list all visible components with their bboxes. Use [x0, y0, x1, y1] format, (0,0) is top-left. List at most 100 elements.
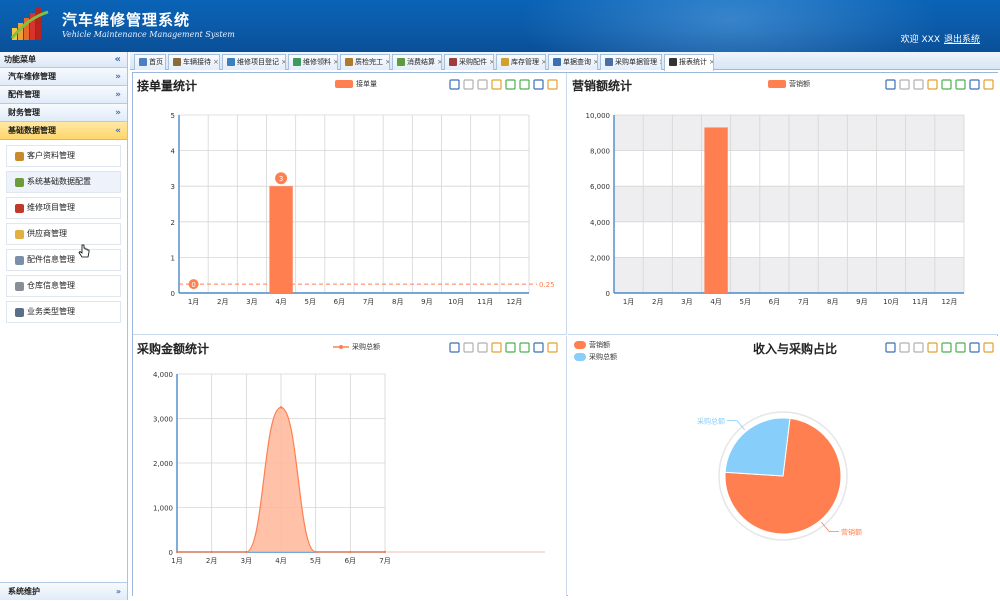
- line-chart-icon[interactable]: [941, 342, 952, 353]
- refresh-icon[interactable]: [533, 79, 544, 90]
- collapse-sidebar-icon[interactable]: «: [114, 54, 121, 65]
- check-icon: [345, 58, 353, 66]
- report-content: 接单量统计 接单量 0 1 2 3 4 5 1月 2月 3月 4月 5月 6月 7月 8月 9月 10月 11月…: [132, 72, 998, 596]
- tab-quality-check[interactable]: 质检完工×: [340, 54, 390, 70]
- sidebar-item-business-types[interactable]: 业务类型管理: [6, 301, 121, 323]
- logout-link[interactable]: 退出系统: [943, 35, 980, 45]
- y-tick-label: 10,000: [586, 112, 611, 120]
- x-tick-label: 7月: [798, 298, 809, 306]
- tab-label: 质检完工: [355, 58, 383, 66]
- chart-legend[interactable]: 接单量: [335, 79, 377, 89]
- search-icon: [553, 58, 561, 66]
- data-view-icon[interactable]: [927, 342, 938, 353]
- save-image-icon[interactable]: [547, 342, 558, 353]
- share-pie-panel: 收入与采购占比 营销额 采购总额 营销额 采购总额: [568, 336, 998, 596]
- pie-outer-ring: [718, 411, 848, 541]
- refresh-icon[interactable]: [969, 342, 980, 353]
- save-image-icon[interactable]: [983, 79, 994, 90]
- sidebar-header: 功能菜单 «: [0, 52, 127, 68]
- save-image-icon[interactable]: [547, 79, 558, 90]
- sidebar-section-parts[interactable]: 配件管理 »: [0, 86, 127, 104]
- x-tick-label: 8月: [392, 298, 403, 306]
- close-icon[interactable]: ×: [213, 58, 219, 66]
- erase-icon[interactable]: [463, 342, 474, 353]
- line-chart-icon[interactable]: [505, 79, 516, 90]
- bar-chart-icon[interactable]: [955, 342, 966, 353]
- mark-icon[interactable]: [885, 79, 896, 90]
- data-view-icon[interactable]: [491, 79, 502, 90]
- sidebar-section-finance[interactable]: 财务管理 »: [0, 104, 127, 122]
- chart-legend[interactable]: 营销额: [768, 79, 810, 89]
- sidebar-section-basic-data[interactable]: 基础数据管理 «: [0, 122, 127, 140]
- tab-inventory[interactable]: 库存管理×: [496, 54, 546, 70]
- chevron-down-icon: »: [115, 72, 121, 82]
- chart-title: 接单量统计: [137, 79, 198, 93]
- line-chart-icon[interactable]: [941, 79, 952, 90]
- sidebar-item-parts-info[interactable]: 配件信息管理: [6, 249, 121, 271]
- tab-label: 库存管理: [511, 58, 539, 66]
- tab-vehicle-reception[interactable]: 车辆接待 ×: [168, 54, 220, 70]
- close-icon[interactable]: ×: [593, 58, 597, 66]
- sidebar-item-customers[interactable]: 客户资料管理: [6, 145, 121, 167]
- tab-repair-materials[interactable]: 维修领料×: [288, 54, 338, 70]
- restore-icon[interactable]: [477, 79, 488, 90]
- mark-icon[interactable]: [449, 79, 460, 90]
- close-icon[interactable]: ×: [385, 58, 389, 66]
- close-icon[interactable]: ×: [489, 58, 493, 66]
- legend-label: 接单量: [356, 80, 377, 88]
- sales-chart-panel: 营销额统计 营销额 0 2,000 4,000 6,000 8,000 10,000 1月 2…: [568, 73, 998, 335]
- erase-icon[interactable]: [899, 79, 910, 90]
- chart-toolbox: [885, 79, 994, 90]
- legend-label: 采购总额: [352, 343, 380, 351]
- mark-icon[interactable]: [885, 342, 896, 353]
- x-tick-label: 2月: [652, 298, 663, 306]
- sidebar-section-vehicle-repair[interactable]: 汽车维修管理 »: [0, 68, 127, 86]
- sidebar-item-warehouse[interactable]: 仓库信息管理: [6, 275, 121, 297]
- sidebar-item-suppliers[interactable]: 供应商管理: [6, 223, 121, 245]
- bar-chart-icon[interactable]: [519, 79, 530, 90]
- data-view-icon[interactable]: [927, 79, 938, 90]
- refresh-icon[interactable]: [533, 342, 544, 353]
- tab-home[interactable]: 首页: [134, 54, 166, 70]
- sidebar-item-repair-items[interactable]: 维修项目管理: [6, 197, 121, 219]
- data-view-icon[interactable]: [491, 342, 502, 353]
- x-tick-label: 7月: [363, 298, 374, 306]
- tab-report-statistics[interactable]: 报表统计×: [664, 54, 714, 71]
- save-image-icon[interactable]: [983, 342, 994, 353]
- restore-icon[interactable]: [477, 342, 488, 353]
- close-icon[interactable]: ×: [333, 58, 337, 66]
- sidebar-item-system-config[interactable]: 系统基础数据配置: [6, 171, 121, 193]
- pie-legend-item[interactable]: 采购总额: [574, 352, 617, 362]
- bar-chart-icon[interactable]: [955, 79, 966, 90]
- pie-legend-item[interactable]: 营销额: [574, 340, 610, 350]
- data-point: [349, 550, 352, 554]
- tab-purchase-documents[interactable]: 采购单据管理×: [600, 54, 662, 70]
- tab-label: 单据查询: [563, 58, 591, 66]
- shield-icon: [501, 58, 509, 66]
- refresh-icon[interactable]: [969, 79, 980, 90]
- close-icon[interactable]: ×: [437, 58, 441, 66]
- tab-settlement[interactable]: 消费结算×: [392, 54, 442, 70]
- chart-legend[interactable]: 采购总额: [333, 342, 380, 352]
- close-icon[interactable]: ×: [281, 58, 285, 66]
- close-icon[interactable]: ×: [659, 58, 661, 66]
- app-subtitle: Vehicle Maintenance Management System: [62, 30, 235, 39]
- tab-label: 采购单据管理: [615, 58, 657, 66]
- restore-icon[interactable]: [913, 79, 924, 90]
- tab-purchase-parts[interactable]: 采购配件×: [444, 54, 494, 70]
- close-icon[interactable]: ×: [709, 58, 713, 66]
- bar-chart-icon[interactable]: [519, 342, 530, 353]
- y-tick-label: 2,000: [590, 254, 610, 262]
- tab-document-query[interactable]: 单据查询×: [548, 54, 598, 70]
- erase-icon[interactable]: [899, 342, 910, 353]
- mark-icon[interactable]: [449, 342, 460, 353]
- close-icon[interactable]: ×: [541, 58, 545, 66]
- line-chart-icon[interactable]: [505, 342, 516, 353]
- erase-icon[interactable]: [463, 79, 474, 90]
- sidebar-section-system[interactable]: 系统维护 »: [0, 582, 127, 600]
- restore-icon[interactable]: [913, 342, 924, 353]
- tab-repair-registration[interactable]: 维修项目登记×: [222, 54, 286, 70]
- sales-bar-chart: 0 2,000 4,000 6,000 8,000 10,000 1月 2月 3月 4月 5月 6月 7…: [586, 112, 965, 306]
- pie-label-line: [821, 521, 840, 532]
- sidebar-item-label: 仓库信息管理: [27, 281, 75, 290]
